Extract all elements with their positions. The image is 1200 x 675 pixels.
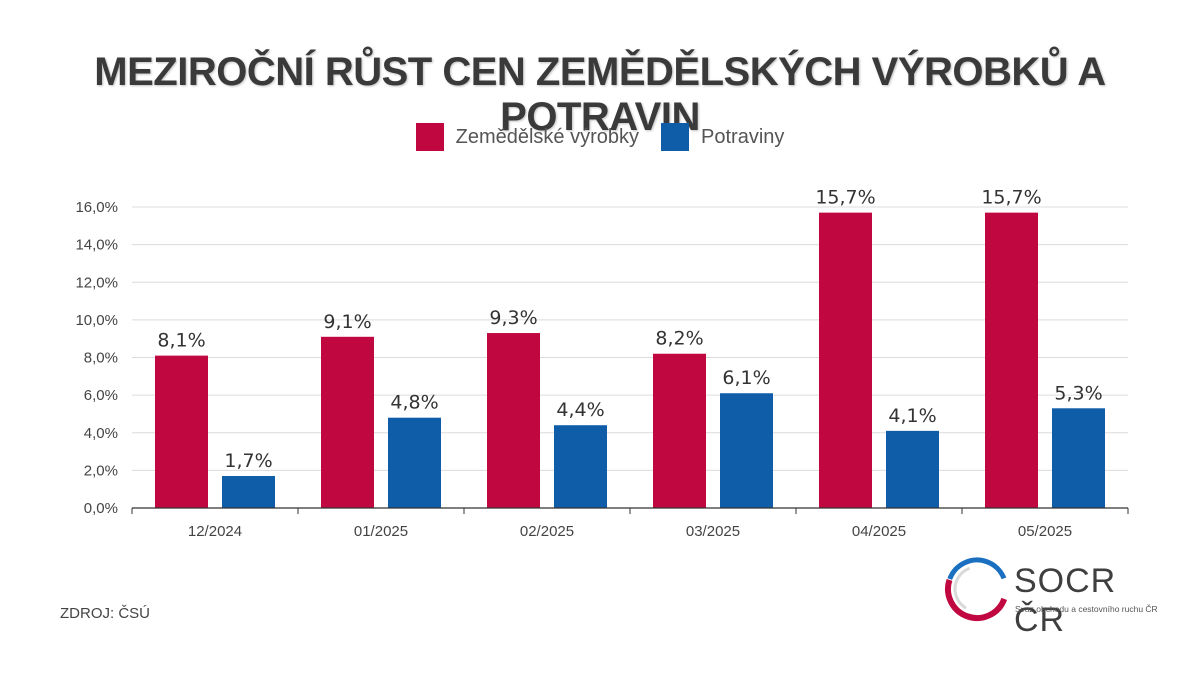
legend-label-zemedelske-vyrobky: Zemědělské výrobky: [455, 125, 640, 148]
bar-potraviny: [222, 476, 275, 508]
logo-name: SOCR ČR: [1014, 562, 1117, 639]
x-category-label: 03/2025: [686, 523, 740, 540]
data-label-potraviny: 4,4%: [556, 399, 604, 421]
y-tick-label: 6,0%: [84, 387, 118, 404]
data-label-potraviny: 4,8%: [390, 392, 438, 414]
y-tick-label: 4,0%: [84, 425, 118, 442]
y-tick-label: 16,0%: [75, 199, 118, 216]
legend-swatch-potraviny: [661, 123, 690, 151]
bar-zemedelske-vyrobky: [321, 336, 374, 508]
bar-zemedelske-vyrobky: [487, 333, 540, 508]
legend-label-potraviny: Potraviny: [701, 125, 785, 148]
x-category-label: 04/2025: [852, 523, 906, 540]
legend: Zemědělské výrobky Potraviny: [0, 123, 1200, 151]
data-labels: 8,1% 1,7% 9,1% 4,8% 9,3% 4,4% 8,2% 6,1% 15,7% 4,1…: [157, 187, 1102, 472]
bar-zemedelske-vyrobky: [985, 212, 1038, 509]
chart-title: MEZIROČNÍ RŮST CEN ZEMĚDĚLSKÝCH VÝROBKŮ …: [94, 50, 1106, 139]
socr-logo: SOCR ČR Svaz obchodu a cestovního ruchu …: [944, 556, 1158, 639]
y-tick-label: 2,0%: [84, 462, 118, 479]
y-axis-tick-labels: 0,0% 2,0% 4,0% 6,0% 8,0% 10,0% 12,0% 14,0% 16,0%: [75, 199, 118, 517]
bar-zemedelske-vyrobky: [155, 355, 208, 508]
bar-potraviny: [554, 425, 607, 508]
data-label-zemedelske-vyrobky: 9,3%: [489, 307, 537, 329]
bar-zemedelske-vyrobky: [819, 212, 872, 509]
bar-potraviny: [388, 417, 441, 508]
y-tick-label: 0,0%: [84, 500, 118, 517]
data-label-potraviny: 4,1%: [888, 405, 936, 427]
data-label-potraviny: 6,1%: [722, 367, 770, 389]
data-label-zemedelske-vyrobky: 8,2%: [655, 328, 703, 350]
data-label-zemedelske-vyrobky: 15,7%: [815, 187, 875, 209]
legend-swatch-zemedelske-vyrobky: [415, 123, 444, 151]
x-category-label: 01/2025: [354, 523, 408, 540]
y-tick-label: 14,0%: [75, 237, 118, 254]
data-label-zemedelske-vyrobky: 9,1%: [323, 311, 371, 333]
legend-item-potraviny: Potraviny: [661, 123, 784, 151]
data-label-potraviny: 1,7%: [224, 450, 272, 472]
x-axis: 12/2024 01/2025 02/2025 03/2025 04/2025 05/20…: [131, 507, 1129, 540]
bars: [155, 212, 1105, 509]
bar-potraviny: [886, 430, 939, 508]
data-label-zemedelske-vyrobky: 15,7%: [981, 187, 1041, 209]
bar-potraviny: [720, 393, 773, 508]
logo-subtitle: Svaz obchodu a cestovního ruchu ČR: [1015, 604, 1158, 614]
data-label-zemedelske-vyrobky: 8,1%: [157, 330, 205, 352]
grid-lines: [132, 206, 1128, 471]
y-tick-label: 10,0%: [75, 312, 118, 329]
bar-zemedelske-vyrobky: [653, 353, 706, 508]
y-tick-label: 8,0%: [84, 350, 118, 367]
bar-potraviny: [1052, 408, 1105, 508]
source-note: ZDROJ: ČSÚ: [60, 605, 150, 622]
data-label-potraviny: 5,3%: [1054, 382, 1102, 404]
legend-item-zemedelske-vyrobky: Zemědělské výrobky: [415, 123, 640, 151]
y-tick-label: 12,0%: [75, 274, 118, 291]
socr-logo-mark-icon: [945, 557, 1009, 621]
x-category-label: 05/2025: [1018, 523, 1072, 540]
x-category-label: 02/2025: [520, 523, 574, 540]
x-category-label: 12/2024: [188, 523, 242, 540]
